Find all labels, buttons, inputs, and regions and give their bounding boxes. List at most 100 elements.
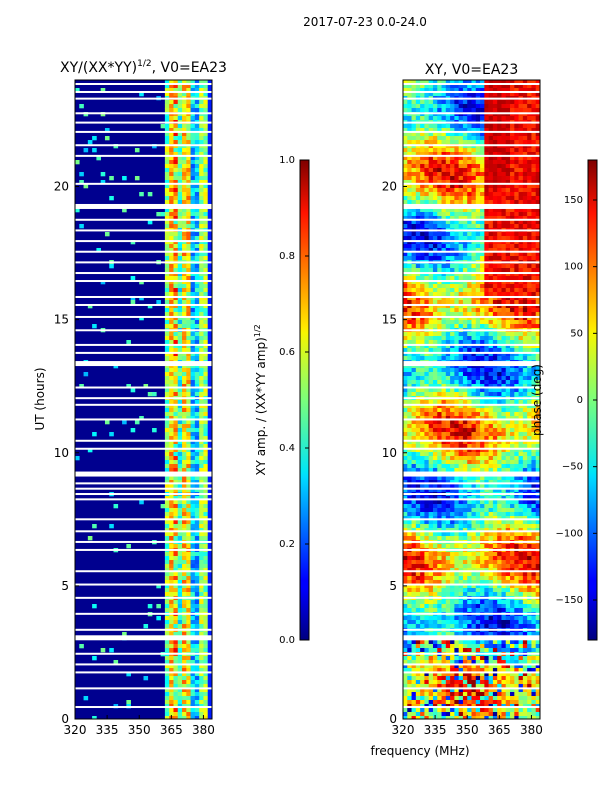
phase-cell <box>462 412 468 417</box>
amplitude-cell <box>203 576 209 581</box>
phase-cell <box>420 80 425 85</box>
amplitude-cell <box>173 416 179 421</box>
phase-cell <box>527 172 532 177</box>
amplitude-cell <box>190 108 196 113</box>
amplitude-cell <box>207 500 212 505</box>
amplitude-cell <box>194 300 200 305</box>
phase-cell <box>432 288 438 293</box>
amplitude-cell <box>173 668 179 673</box>
phase-cell <box>415 284 421 289</box>
amplitude-cell <box>177 316 183 321</box>
phase-cell <box>437 268 442 273</box>
phase-cell <box>467 184 472 189</box>
phase-cell <box>522 160 528 165</box>
phase-cell <box>428 164 434 169</box>
phase-cell <box>407 200 412 205</box>
amplitude-cell <box>194 616 200 621</box>
amplitude-cell <box>207 408 212 413</box>
amplitude-cell <box>203 680 209 685</box>
phase-cell <box>445 448 451 453</box>
phase-cell <box>428 236 434 241</box>
amplitude-cell <box>177 400 183 405</box>
amplitude-cell <box>207 412 212 417</box>
phase-cell <box>415 404 421 409</box>
phase-cell <box>454 364 459 369</box>
amplitude-cell <box>199 632 204 637</box>
phase-cell <box>505 420 511 425</box>
phase-cell <box>488 408 494 413</box>
amplitude-cell <box>169 588 174 593</box>
amplitude-cell <box>194 236 200 241</box>
phase-cell <box>424 132 429 137</box>
phase-cell <box>415 392 421 397</box>
phase-cell <box>458 216 464 221</box>
phase-cell <box>505 268 511 273</box>
phase-cell <box>518 344 524 349</box>
amplitude-cell <box>169 448 174 453</box>
phase-cell <box>445 160 451 165</box>
phase-cell <box>475 352 481 357</box>
amplitude-cell <box>207 100 212 105</box>
phase-cell <box>505 364 511 369</box>
amplitude-cell <box>182 376 187 381</box>
phase-cell <box>462 340 468 345</box>
phase-cell <box>488 368 494 373</box>
phase-cell <box>484 384 489 389</box>
phase-cell <box>424 280 429 285</box>
amplitude-cell <box>169 380 174 385</box>
phase-cell <box>454 448 459 453</box>
phase-cell <box>403 400 408 405</box>
phase-cell <box>488 164 494 169</box>
amplitude-cell <box>194 412 200 417</box>
phase-cell <box>475 136 481 141</box>
phase-cell <box>488 256 494 261</box>
phase-cell <box>441 84 447 89</box>
phase-cell <box>462 88 468 93</box>
amplitude-cell <box>194 104 200 109</box>
phase-cell <box>403 264 408 269</box>
amplitude-cell <box>169 544 174 549</box>
amplitude-cell <box>182 508 187 513</box>
amplitude-cell <box>203 196 209 201</box>
amplitude-cell <box>203 468 209 473</box>
phase-cell <box>531 88 537 93</box>
phase-cell <box>403 116 408 121</box>
phase-cell <box>510 304 515 309</box>
amplitude-cell <box>203 164 209 169</box>
phase-cell <box>407 232 412 237</box>
amplitude-cell <box>207 572 212 577</box>
amplitude-cell <box>169 280 174 285</box>
amplitude-cell <box>190 592 196 597</box>
phase-cell <box>407 356 412 361</box>
amplitude-cell <box>207 448 212 453</box>
phase-cell <box>505 132 511 137</box>
phase-cell <box>505 316 511 321</box>
amplitude-cell <box>173 376 179 381</box>
phase-cell <box>467 88 472 93</box>
amplitude-cell <box>182 196 187 201</box>
phase-cell <box>437 156 442 161</box>
amplitude-cell <box>87 448 93 453</box>
phase-cell <box>462 272 468 277</box>
phase-cell <box>531 84 537 89</box>
phase-cell <box>441 168 447 173</box>
amplitude-cell <box>164 572 170 577</box>
phase-cell <box>510 128 515 133</box>
amplitude-cell <box>169 644 174 649</box>
phase-cell <box>475 188 481 193</box>
phase-cell <box>432 188 438 193</box>
phase-cell <box>445 92 451 97</box>
phase-cell <box>420 220 425 225</box>
amplitude-cell <box>173 164 179 169</box>
amplitude-cell <box>186 432 191 437</box>
phase-cell <box>510 420 515 425</box>
amplitude-cell <box>177 388 183 393</box>
phase-cell <box>462 440 468 445</box>
y-tick-label: 5 <box>61 579 69 593</box>
phase-cell <box>462 372 468 377</box>
amplitude-cell <box>190 104 196 109</box>
amplitude-cell <box>164 108 170 113</box>
amplitude-cell <box>186 208 191 213</box>
phase-cell <box>407 184 412 189</box>
gap-row <box>75 687 212 690</box>
